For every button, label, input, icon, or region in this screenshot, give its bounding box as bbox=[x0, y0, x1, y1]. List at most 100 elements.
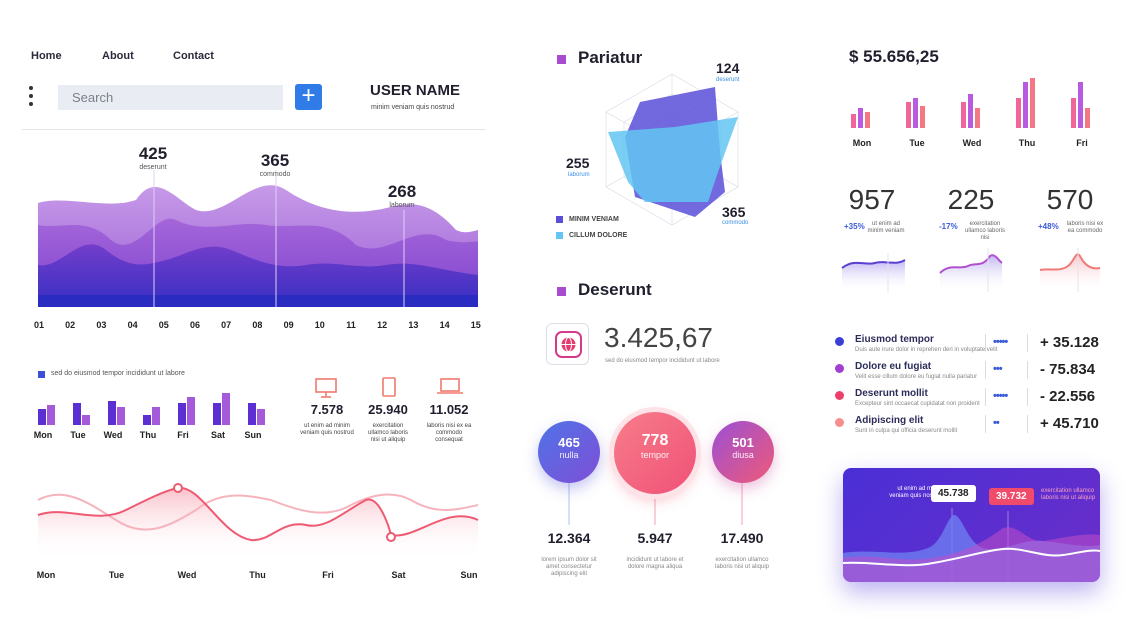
device-value: 7.578 bbox=[310, 402, 344, 417]
bar-b bbox=[82, 415, 90, 425]
area-layer-3 bbox=[38, 244, 478, 307]
legend-separator bbox=[1027, 334, 1028, 352]
radar-title-marker bbox=[557, 55, 566, 64]
bar-legend: sed do eiusmod tempor incididunt ut labo… bbox=[51, 370, 185, 377]
bar-b bbox=[187, 397, 195, 425]
bar-day-label: Fri bbox=[177, 430, 189, 440]
wave-day-label: Thu bbox=[249, 570, 266, 580]
bubble-desc-2: incididunt ut labore et dolore magna ali… bbox=[626, 557, 684, 570]
legend-dots: ••• bbox=[993, 363, 1003, 375]
kpi-change-3: +48% bbox=[1038, 222, 1059, 231]
revenue-bar bbox=[858, 108, 863, 128]
legend-sub: Sunt in culpa qui officia deserunt molli… bbox=[855, 428, 958, 434]
tooltip-2: 39.732 bbox=[989, 488, 1034, 505]
deserunt-value: 3.425,67 bbox=[604, 322, 713, 353]
bubble-number-1: 12.364 bbox=[547, 530, 591, 546]
bar-a bbox=[73, 403, 81, 425]
wave-point-2 bbox=[386, 532, 396, 542]
revenue-day-label: Mon bbox=[852, 138, 872, 148]
bar-a bbox=[213, 403, 221, 425]
wave-line-light bbox=[37, 493, 479, 531]
plus-icon: + bbox=[301, 82, 316, 109]
legend-separator bbox=[1027, 388, 1028, 406]
bar-day-label: Thu bbox=[139, 430, 157, 440]
legend-dots: •• bbox=[993, 417, 1000, 429]
laptop-icon bbox=[437, 378, 463, 394]
radar-legend-2: CILLUM DOLORE bbox=[569, 232, 628, 239]
dark-card-right-text: exercitation ullamco laboris nisi ut ali… bbox=[1041, 488, 1096, 501]
legend-title: Dolore eu fugiat bbox=[855, 361, 932, 372]
x-tick-label: 12 bbox=[377, 320, 388, 330]
x-tick-label: 03 bbox=[96, 320, 107, 330]
wave-day-label: Sun bbox=[460, 570, 478, 580]
wave-point-1 bbox=[173, 483, 183, 493]
legend-value: - 75.834 bbox=[1040, 361, 1096, 378]
legend-dot bbox=[835, 364, 844, 373]
peak-label-3: 268 laborum bbox=[367, 182, 437, 209]
bubble-value: 778 bbox=[641, 432, 669, 449]
peak-caption: laborum bbox=[389, 202, 415, 209]
legend-row: Dolore eu fugiat Velit esse cillum dolore… bbox=[835, 361, 1105, 383]
nav-home[interactable]: Home bbox=[31, 50, 62, 62]
device-desc: exercitation ullamco laboris nisi ut ali… bbox=[367, 423, 409, 443]
radar-legend-1: MINIM VENIAM bbox=[569, 216, 619, 223]
bar-a bbox=[38, 409, 46, 425]
bubble-desc-1: lorem ipsum dolor sit amet consectetur a… bbox=[541, 557, 597, 577]
tablet-icon bbox=[382, 377, 396, 397]
device-desc: ut enim ad minim veniam quis nostrud bbox=[300, 423, 354, 436]
legend-title: Eiusmod tempor bbox=[855, 334, 934, 345]
peak-value: 425 bbox=[138, 144, 168, 163]
wave-day-label: Fri bbox=[322, 570, 334, 580]
search-input[interactable] bbox=[58, 85, 283, 110]
radar-label-3-value: 365 bbox=[722, 204, 746, 220]
bubble-1: 465 nulla bbox=[538, 421, 600, 483]
bar-day-label: Mon bbox=[33, 430, 53, 440]
sparkline-3 bbox=[1040, 254, 1100, 292]
revenue-bar bbox=[975, 108, 980, 128]
x-tick-label: 04 bbox=[127, 320, 138, 330]
radar-label-3-caption: commodo bbox=[722, 220, 749, 226]
bubble-2: 778 tempor bbox=[614, 412, 696, 494]
device-stat-1: 7.578 ut enim ad minim veniam quis nostru… bbox=[300, 402, 354, 437]
legend-separator bbox=[985, 334, 986, 352]
dark-card-left-text: ut enim ad minim veniam quis nostrud bbox=[889, 486, 943, 499]
legend-value: + 45.710 bbox=[1040, 415, 1099, 432]
bubble-label: tempor bbox=[640, 450, 669, 460]
radar-label-2-caption: laborum bbox=[568, 172, 590, 178]
legend-dot bbox=[835, 337, 844, 346]
bar-a bbox=[248, 403, 256, 425]
user-name: USER NAME bbox=[370, 82, 461, 99]
legend-separator bbox=[1027, 415, 1028, 433]
device-value: 11.052 bbox=[429, 402, 469, 417]
more-menu-icon[interactable] bbox=[29, 86, 35, 110]
nav-contact[interactable]: Contact bbox=[173, 50, 214, 62]
kpi-change-2: -17% bbox=[939, 222, 958, 231]
legend-row: Deserunt mollit Excepteur sint occaecat c… bbox=[835, 388, 1105, 410]
legend-value: - 22.556 bbox=[1040, 388, 1096, 405]
legend-separator bbox=[1027, 361, 1028, 379]
deserunt-desc: sed do eiusmod tempor incididunt ut labo… bbox=[605, 358, 720, 364]
bar-a bbox=[108, 401, 116, 425]
legend-title: Adipiscing elit bbox=[855, 415, 924, 426]
revenue-bar bbox=[1016, 98, 1021, 128]
dark-card-line bbox=[843, 547, 1100, 567]
nav-about[interactable]: About bbox=[102, 50, 134, 62]
legend-dots: ••••• bbox=[993, 336, 1008, 348]
revenue-bar bbox=[865, 112, 870, 128]
revenue-bar bbox=[1078, 82, 1083, 128]
deserunt-title-marker bbox=[557, 287, 566, 296]
bar-day-label: Wed bbox=[103, 430, 123, 440]
revenue-bar bbox=[1023, 82, 1028, 128]
area-chart bbox=[38, 170, 478, 307]
divider bbox=[22, 129, 486, 130]
legend-separator bbox=[985, 415, 986, 433]
x-tick-label: 05 bbox=[158, 320, 169, 330]
bar-day-label: Sun bbox=[244, 430, 262, 440]
radar-title: Pariatur bbox=[578, 48, 643, 67]
sparkline-1 bbox=[842, 260, 905, 292]
device-stat-3: 11.052 laboris nisi ex ea commodo consequ… bbox=[424, 402, 474, 444]
bubble-3: 501 diusa bbox=[712, 421, 774, 483]
bar-b bbox=[257, 409, 265, 425]
revenue-value: $ 55.656,25 bbox=[849, 47, 939, 66]
add-button[interactable]: + bbox=[295, 84, 322, 110]
